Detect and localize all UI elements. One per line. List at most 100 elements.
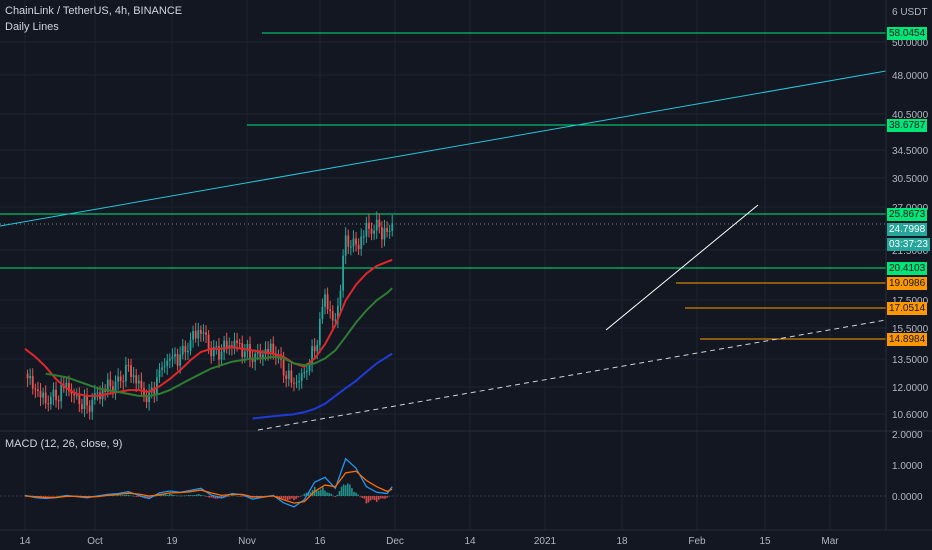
candle-body (26, 373, 29, 379)
candle-body (383, 228, 386, 240)
macd-hist-bar (131, 495, 134, 497)
candles (26, 211, 394, 420)
candle-body (316, 345, 319, 352)
macd-hist-bar (324, 490, 326, 496)
candle-body (57, 400, 60, 402)
macd-hist-bar (276, 496, 279, 497)
candle-body (326, 294, 329, 310)
macd-hist-bar (299, 496, 301, 497)
candle-body (293, 382, 295, 384)
macd-hist-bar (380, 496, 382, 499)
candle-body (192, 330, 195, 340)
candle-body (249, 343, 251, 359)
macd-hist-bar (133, 496, 136, 497)
candle-body (205, 332, 207, 335)
candle-body (355, 238, 357, 245)
candle-body (360, 236, 363, 250)
candle-body (104, 390, 107, 392)
macd-hist-bar (189, 494, 192, 496)
level-tag-20: 20.4103 (887, 262, 928, 275)
macd-hist-bar (239, 496, 241, 497)
macd-hist-bar (303, 493, 306, 496)
candle-body (29, 376, 32, 379)
macd-hist-bar (386, 496, 388, 498)
level-tag-17: 17.0514 (887, 302, 928, 315)
macd-hist-bar (293, 496, 295, 501)
macd-hist-bar (338, 491, 341, 496)
candle-body (337, 305, 339, 320)
candle-body (391, 223, 394, 231)
macd-hist-bar (57, 495, 59, 497)
macd-hist-bar (212, 496, 215, 499)
candle-body (174, 354, 176, 357)
macd-hist-bar (162, 493, 165, 496)
candle-body (215, 345, 218, 348)
macd-label[interactable]: MACD (12, 26, close, 9) (5, 438, 123, 450)
macd-hist-bar (330, 493, 333, 496)
macd-hist-bar (328, 492, 330, 496)
signal-line (24, 470, 393, 504)
candle-body (290, 370, 293, 383)
time-axis[interactable]: 14 Oct 19 Nov 16 Dec 14 2021 18 Feb 15 M… (19, 536, 839, 547)
macd-hist-bar (351, 488, 353, 496)
candle-body (119, 376, 122, 381)
indicator-label[interactable]: Daily Lines (5, 21, 59, 33)
macd-hist-bar (115, 495, 117, 496)
candle-body (91, 399, 94, 412)
macd-hist-bar (384, 496, 386, 499)
candle-body (86, 396, 88, 406)
macd-hist-bar (154, 495, 157, 497)
candle-body (344, 235, 347, 256)
candle-body (225, 340, 228, 349)
candle-body (65, 382, 68, 388)
candle-body (44, 392, 47, 404)
macd-hist-bar (377, 496, 380, 500)
time-tick: 14 (19, 536, 31, 547)
candle-body (78, 395, 81, 405)
macd-hist-bar (226, 496, 229, 497)
candle-body (375, 219, 378, 231)
candle-body (311, 346, 313, 365)
macd-axis[interactable]: 2.0000 1.0000 0.0000 (892, 430, 923, 503)
macd-hist-bar (42, 496, 45, 497)
candle-body (176, 354, 179, 366)
macd-hist-bar (365, 496, 368, 504)
price-axis[interactable]: 6 USDT 50.0000 48.0000 40.5000 34.5000 3… (892, 7, 929, 421)
macd-hist-bar (193, 494, 196, 496)
time-tick: Dec (386, 536, 404, 547)
candle-body (352, 238, 355, 247)
macd-hist-bar (373, 496, 376, 501)
candle-body (233, 340, 236, 347)
candle-body (269, 343, 272, 353)
price-tick: 21.5000 (892, 246, 929, 257)
macd-hist-bar (135, 496, 138, 497)
candle-body (55, 389, 57, 401)
candle-body (34, 388, 37, 390)
candle-body (251, 358, 254, 362)
candle-body (318, 318, 321, 346)
macd-hist-bar (280, 496, 283, 499)
candle-body (305, 371, 308, 373)
candle-body (347, 235, 350, 247)
candle-body (241, 343, 244, 357)
macd-hist-bar (371, 496, 374, 500)
candle-body (194, 330, 197, 339)
candle-body (321, 306, 324, 319)
ma-red-line (24, 258, 393, 397)
symbol-title[interactable]: ChainLink / TetherUS, 4h, BINANCE (5, 5, 183, 17)
candle-body (137, 380, 140, 384)
candle-body (83, 396, 86, 410)
level-tag-38: 38.6787 (887, 119, 928, 132)
time-tick: Feb (688, 536, 706, 547)
macd-hist-bar (171, 494, 173, 496)
candle-body (373, 230, 376, 234)
price-tick: 30.5000 (892, 174, 929, 185)
price-tick: 15.5000 (892, 324, 929, 335)
macd-hist-bar (164, 494, 167, 496)
candle-body (388, 230, 391, 232)
price-tick: 10.6000 (892, 410, 929, 421)
macd-hist-bar (235, 495, 237, 497)
countdown-tag: 03:37:23 (887, 238, 930, 251)
cyan-trendline (0, 70, 887, 227)
